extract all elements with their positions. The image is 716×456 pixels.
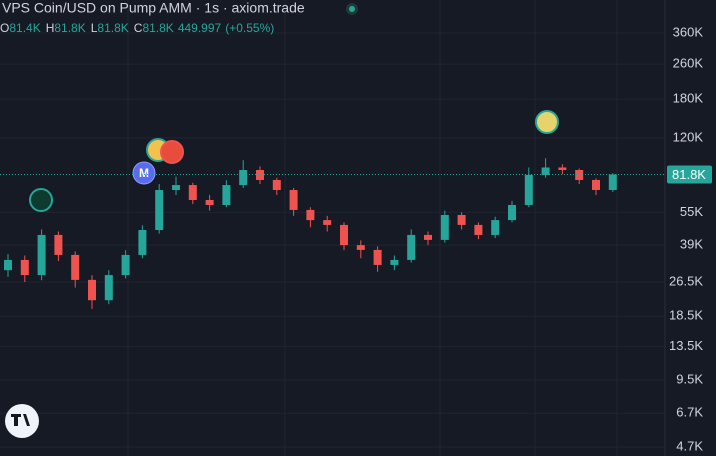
candle-body <box>457 214 466 225</box>
logo[interactable] <box>5 404 39 438</box>
candle-body <box>440 214 449 240</box>
candle-body <box>188 185 197 200</box>
candle-body <box>356 245 365 250</box>
candle-body <box>37 234 46 276</box>
logo-mark <box>11 414 30 426</box>
candle-body <box>239 170 248 186</box>
candle-body <box>592 179 600 191</box>
ohlc-key: H <box>46 21 55 35</box>
candle-body <box>289 190 298 210</box>
candles <box>4 158 617 309</box>
ohlc-key: O <box>0 21 9 35</box>
candle-body <box>424 234 432 240</box>
ohlc-key: L <box>91 21 98 35</box>
last-price-box <box>667 165 712 184</box>
candle-body <box>222 185 231 205</box>
candle-body <box>104 275 113 301</box>
candle-body <box>608 174 617 191</box>
y-tick-label: 39K <box>680 237 703 252</box>
y-tick-label: 6.7K <box>676 405 703 420</box>
candle-body <box>323 220 332 225</box>
ohlc-value: 81.8K <box>54 21 85 35</box>
candle-body <box>373 249 382 265</box>
candle-body <box>558 167 567 171</box>
last-price-label: 81.8K <box>672 167 706 182</box>
candle-body <box>491 220 500 235</box>
y-tick-label: 13.5K <box>669 338 703 353</box>
candle-body <box>138 230 147 255</box>
ohlc-key: C <box>134 21 143 35</box>
grid <box>0 0 665 456</box>
y-tick-label: 4.7K <box>676 439 703 454</box>
volume: 449.997 <box>178 21 222 35</box>
event-icon[interactable] <box>160 140 184 164</box>
candle-body <box>541 167 550 175</box>
candle-body <box>390 259 399 265</box>
candle-body <box>272 179 281 191</box>
candle-body <box>205 199 214 205</box>
y-tick-label: 120K <box>673 129 704 144</box>
status-dot <box>349 6 355 12</box>
y-tick-label: 55K <box>680 204 703 219</box>
chart-title: VPS Coin/USD on Pump AMM · 1s · axiom.tr… <box>2 0 305 16</box>
candle-body <box>121 254 130 276</box>
candle-body <box>306 209 315 221</box>
change: (+0.55%) <box>225 21 274 35</box>
y-tick-label: 360K <box>673 24 704 39</box>
event-icon[interactable] <box>29 188 53 212</box>
ohlc-legend: O81.4K H81.8K L81.8K C81.8K 449.997 (+0.55%) <box>0 21 274 35</box>
candle-body <box>256 170 264 180</box>
event-label: M <box>139 166 149 180</box>
candle-body <box>340 224 348 246</box>
candle-body <box>508 204 516 221</box>
candle-body <box>172 185 180 191</box>
candle-body <box>54 234 63 255</box>
candle-body <box>71 254 80 280</box>
y-tick-label: 180K <box>673 91 704 106</box>
candle-body <box>524 174 533 205</box>
candle-body <box>575 170 584 180</box>
candle-body <box>155 190 164 231</box>
y-tick-label: 260K <box>673 56 704 71</box>
y-tick-label: 9.5K <box>676 371 703 386</box>
candle-body <box>407 234 416 260</box>
ohlc-value: 81.8K <box>142 21 173 35</box>
event-icon[interactable] <box>132 161 156 185</box>
ohlc-value: 81.4K <box>9 21 40 35</box>
candle-body <box>4 259 12 271</box>
y-tick-label: 18.5K <box>669 308 703 323</box>
candle-body <box>20 259 29 276</box>
y-tick-label: 26.5K <box>669 273 703 288</box>
event-icon[interactable] <box>535 110 559 134</box>
candle-body <box>88 279 96 301</box>
ohlc-value: 81.8K <box>97 21 128 35</box>
candle-body <box>474 224 483 235</box>
